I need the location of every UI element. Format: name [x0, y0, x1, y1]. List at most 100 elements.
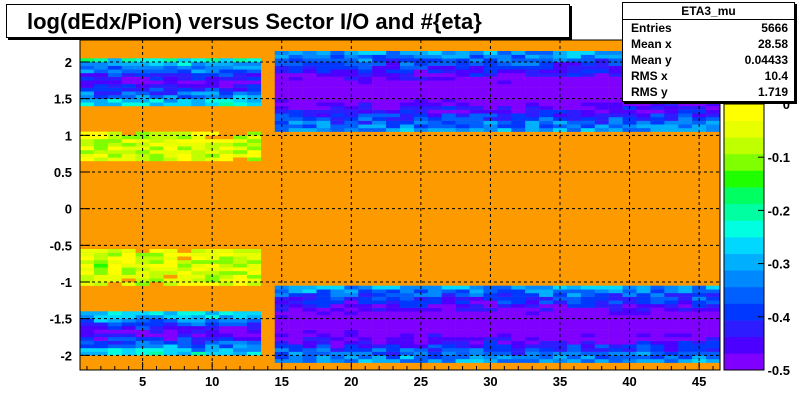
- heatmap-cell: [274, 318, 289, 323]
- heatmap-cell: [107, 76, 122, 81]
- heatmap-cell: [497, 117, 512, 121]
- heatmap-cell: [594, 124, 609, 129]
- heatmap-cell: [80, 80, 95, 85]
- heatmap-cell: [288, 337, 303, 341]
- heatmap-cell: [135, 131, 150, 136]
- heatmap-cell: [427, 106, 442, 110]
- heatmap-cell: [107, 153, 122, 158]
- z-tick-label: -0.2: [768, 203, 790, 218]
- heatmap-cell: [427, 91, 442, 96]
- heatmap-cell: [511, 296, 526, 301]
- heatmap-cell: [121, 58, 136, 63]
- heatmap-cell: [413, 289, 429, 294]
- heatmap-cell: [386, 322, 401, 327]
- heatmap-cell: [177, 252, 192, 257]
- heatmap-cell: [274, 65, 289, 70]
- heatmap-cell: [608, 333, 623, 338]
- heatmap-cell: [580, 87, 595, 92]
- heatmap-cell: [233, 95, 248, 99]
- heatmap-cell: [706, 106, 721, 110]
- heatmap-cell: [511, 285, 526, 290]
- heatmap-cell: [511, 304, 526, 308]
- heatmap-cell: [302, 300, 317, 305]
- heatmap-cell: [177, 91, 192, 96]
- heatmap-cell: [706, 109, 721, 114]
- heatmap-cell: [413, 300, 429, 305]
- heatmap-cell: [664, 300, 679, 305]
- heatmap-cell: [706, 293, 721, 297]
- heatmap-cell: [539, 304, 554, 308]
- heatmap-cell: [302, 285, 317, 290]
- heatmap-cell: [316, 120, 331, 125]
- heatmap-cell: [288, 322, 303, 327]
- heatmap-cell: [80, 102, 95, 107]
- heatmap-cell: [316, 333, 331, 338]
- heatmap-cell: [107, 267, 122, 272]
- heatmap-cell: [497, 128, 512, 132]
- heatmap-cell: [400, 91, 415, 96]
- heatmap-cell: [191, 102, 206, 107]
- heatmap-cell: [233, 98, 248, 103]
- heatmap-cell: [107, 340, 122, 345]
- heatmap-cell: [121, 278, 136, 283]
- heatmap-cell: [121, 80, 136, 85]
- heatmap-cell: [93, 267, 109, 272]
- heatmap-cell: [177, 271, 192, 275]
- heatmap-cell: [469, 95, 484, 99]
- heatmap-cell: [246, 69, 262, 74]
- heatmap-cell: [205, 337, 220, 341]
- heatmap-cell: [594, 304, 609, 308]
- heatmap-cell: [205, 271, 220, 275]
- heatmap-cell: [427, 333, 442, 338]
- heatmap-cell: [205, 102, 220, 107]
- heatmap-cell: [93, 150, 109, 154]
- heatmap-cell: [608, 311, 623, 316]
- heatmap-cell: [566, 311, 582, 316]
- heatmap-cell: [594, 80, 609, 85]
- heatmap-cell: [358, 87, 373, 92]
- heatmap-cell: [553, 311, 568, 316]
- heatmap-cell: [107, 62, 122, 66]
- heatmap-cell: [177, 84, 192, 88]
- heatmap-cell: [650, 333, 665, 338]
- heatmap-cell: [386, 128, 401, 132]
- heatmap-cell: [93, 252, 109, 257]
- heatmap-cell: [566, 348, 582, 352]
- stats-value: 28.58: [757, 37, 788, 51]
- heatmap-cell: [511, 289, 526, 294]
- heatmap-cell: [511, 51, 526, 55]
- heatmap-cell: [441, 102, 456, 107]
- heatmap-cell: [358, 315, 373, 319]
- heatmap-cell: [400, 311, 415, 316]
- heatmap-cell: [427, 65, 442, 70]
- heatmap-cell: [386, 307, 401, 312]
- heatmap-cell: [93, 337, 109, 341]
- heatmap-cell: [525, 322, 540, 327]
- heatmap-cell: [93, 329, 109, 334]
- heatmap-cell: [330, 289, 345, 294]
- heatmap-cell: [80, 76, 95, 81]
- heatmap-cell: [80, 91, 95, 96]
- heatmap-cell: [386, 58, 401, 63]
- heatmap-cell: [149, 267, 164, 272]
- heatmap-cell: [316, 51, 331, 55]
- heatmap-cell: [497, 73, 512, 77]
- heatmap-cell: [650, 322, 665, 327]
- heatmap-cell: [121, 252, 136, 257]
- heatmap-cell: [107, 98, 122, 103]
- heatmap-cell: [539, 296, 554, 301]
- heatmap-cell: [163, 84, 178, 88]
- heatmap-cell: [121, 249, 136, 253]
- heatmap-cell: [246, 102, 262, 107]
- heatmap-cell: [80, 263, 95, 268]
- heatmap-cell: [441, 300, 456, 305]
- heatmap-cell: [163, 329, 178, 334]
- heatmap-cell: [553, 91, 568, 96]
- heatmap-cell: [163, 98, 178, 103]
- heatmap-cell: [469, 65, 484, 70]
- heatmap-cell: [177, 58, 192, 63]
- heatmap-cell: [205, 131, 220, 136]
- heatmap-cell: [441, 296, 456, 301]
- heatmap-cell: [344, 348, 359, 352]
- heatmap-cell: [511, 311, 526, 316]
